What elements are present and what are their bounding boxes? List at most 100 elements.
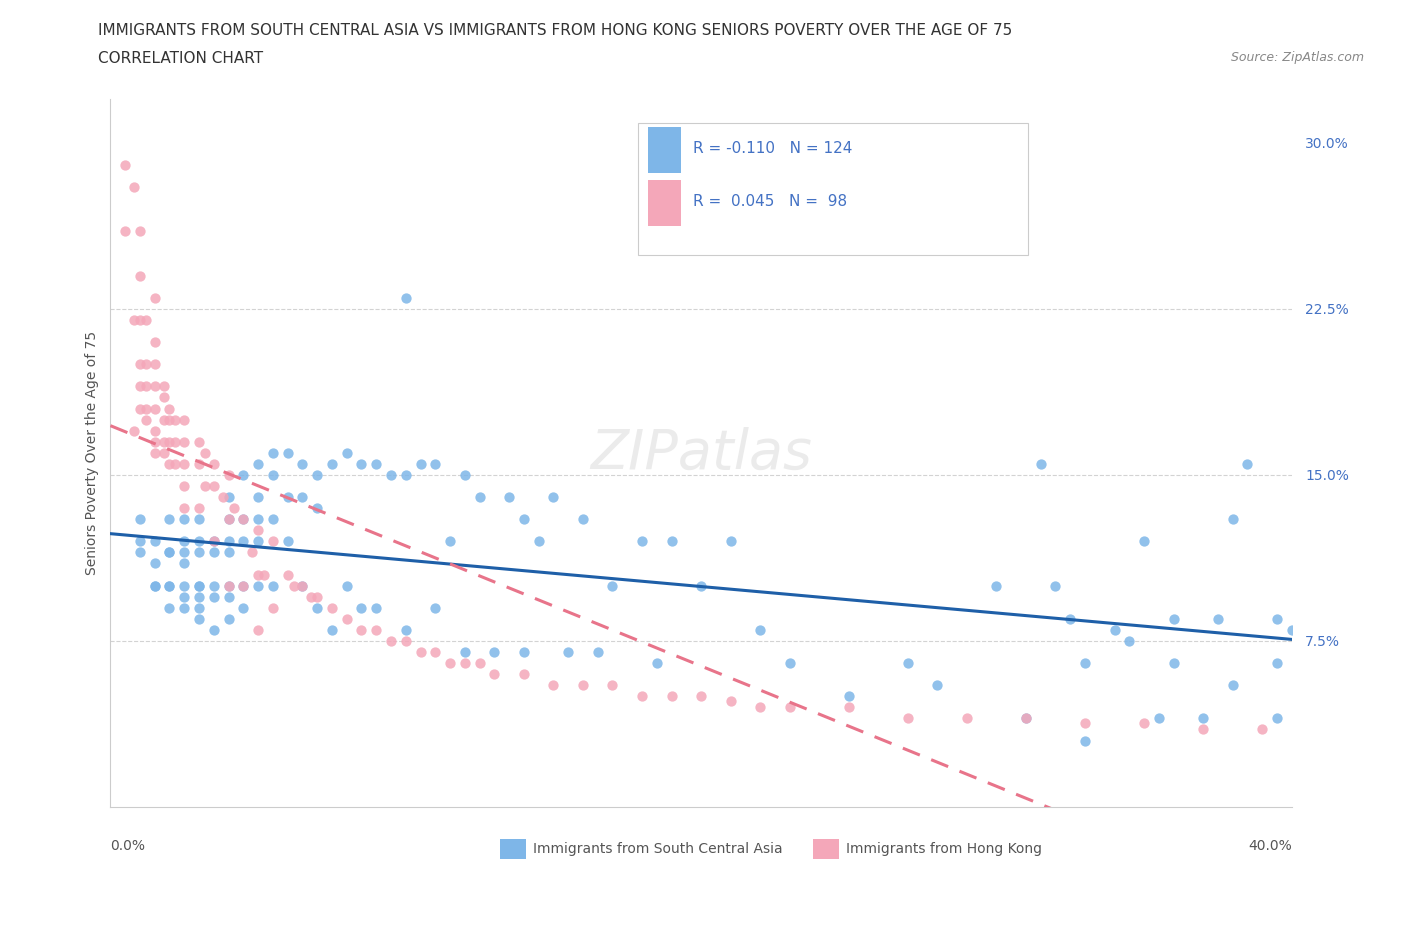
Text: 0.0%: 0.0% xyxy=(111,839,145,853)
FancyBboxPatch shape xyxy=(501,839,526,858)
Point xyxy=(218,512,240,526)
Point xyxy=(114,158,136,173)
Point xyxy=(283,578,305,593)
Point xyxy=(247,622,270,637)
Point xyxy=(395,633,418,648)
Point xyxy=(631,534,654,549)
Point xyxy=(336,445,359,460)
Point xyxy=(188,434,211,449)
Point xyxy=(135,379,157,394)
Point xyxy=(159,545,181,560)
Point xyxy=(253,567,276,582)
Point xyxy=(173,578,195,593)
Point xyxy=(188,578,211,593)
Point xyxy=(1133,534,1156,549)
Point xyxy=(1045,578,1067,593)
Point xyxy=(661,534,683,549)
Point xyxy=(232,578,254,593)
Point xyxy=(1163,656,1185,671)
Point xyxy=(247,489,270,504)
Point xyxy=(129,224,152,239)
Point xyxy=(152,379,174,394)
Point xyxy=(557,644,579,659)
Point xyxy=(395,290,418,305)
Point xyxy=(143,357,166,372)
Point xyxy=(307,590,329,604)
Point xyxy=(173,479,195,494)
Point xyxy=(143,434,166,449)
Point xyxy=(277,567,299,582)
Point xyxy=(232,512,254,526)
Point xyxy=(350,600,373,615)
Point xyxy=(897,656,920,671)
Point xyxy=(291,578,314,593)
Point xyxy=(173,500,195,515)
Point xyxy=(380,633,402,648)
Point xyxy=(350,622,373,637)
Point xyxy=(247,534,270,549)
Point xyxy=(1265,656,1288,671)
Point xyxy=(336,578,359,593)
Point xyxy=(143,578,166,593)
Point xyxy=(143,379,166,394)
Point xyxy=(299,590,322,604)
Point xyxy=(749,700,772,715)
Point xyxy=(1265,611,1288,626)
Point xyxy=(173,534,195,549)
Point xyxy=(586,644,609,659)
Point xyxy=(202,590,225,604)
Point xyxy=(122,179,145,194)
Point xyxy=(395,622,418,637)
Point xyxy=(232,600,254,615)
Text: IMMIGRANTS FROM SOUTH CENTRAL ASIA VS IMMIGRANTS FROM HONG KONG SENIORS POVERTY : IMMIGRANTS FROM SOUTH CENTRAL ASIA VS IM… xyxy=(98,23,1012,38)
Point xyxy=(211,489,233,504)
Point xyxy=(543,489,565,504)
Point xyxy=(366,457,388,472)
Point xyxy=(572,512,595,526)
Point xyxy=(1281,622,1303,637)
Point xyxy=(188,611,211,626)
Point xyxy=(262,578,284,593)
Point xyxy=(956,711,979,725)
Point xyxy=(159,412,181,427)
Point xyxy=(173,590,195,604)
Point xyxy=(173,457,195,472)
Point xyxy=(159,401,181,416)
Point xyxy=(572,678,595,693)
Point xyxy=(1236,457,1258,472)
Point xyxy=(1133,715,1156,730)
Point xyxy=(135,412,157,427)
Point xyxy=(218,512,240,526)
Point xyxy=(1074,733,1097,748)
Text: 40.0%: 40.0% xyxy=(1249,839,1292,853)
Point xyxy=(1163,611,1185,626)
Point xyxy=(1192,711,1215,725)
Point xyxy=(159,578,181,593)
Point xyxy=(307,468,329,483)
Point xyxy=(1192,722,1215,737)
Point xyxy=(395,468,418,483)
Point xyxy=(307,600,329,615)
Point xyxy=(224,500,246,515)
Point xyxy=(218,468,240,483)
Point xyxy=(1222,678,1244,693)
Point xyxy=(720,693,742,708)
Point xyxy=(188,578,211,593)
Point xyxy=(143,423,166,438)
Point xyxy=(366,600,388,615)
Point xyxy=(129,379,152,394)
Point xyxy=(202,545,225,560)
Point xyxy=(291,489,314,504)
Point xyxy=(543,678,565,693)
Point xyxy=(513,644,536,659)
Point xyxy=(262,600,284,615)
Point xyxy=(1206,611,1229,626)
Point xyxy=(152,390,174,405)
Point xyxy=(527,534,550,549)
Point xyxy=(202,534,225,549)
Point xyxy=(409,644,432,659)
Point xyxy=(513,667,536,682)
Point xyxy=(173,512,195,526)
Point xyxy=(218,578,240,593)
Point xyxy=(1118,633,1140,648)
